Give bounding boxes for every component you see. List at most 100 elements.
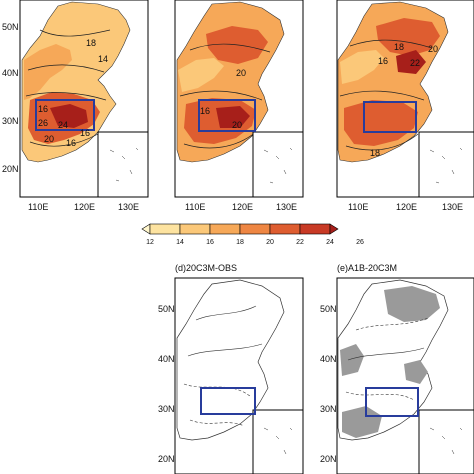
- panel-b-lon-label: 110E: [185, 202, 205, 212]
- panel-b-contour-1: [189, 43, 271, 53]
- panel-d-inset-islands: [263, 427, 293, 455]
- colorbar-right-arrow: [329, 223, 339, 235]
- panel-a-contour-label: 16: [80, 128, 90, 138]
- panel-e-lat-label: 30N: [320, 404, 337, 414]
- panel-b-contour-3: [183, 131, 257, 149]
- panel-a: 18 14 16 26 16 20 24 16 50N 40N 30N 20N …: [2, 0, 149, 212]
- panel-a-lon-label: 110E: [28, 202, 48, 212]
- panel-e-inset-islands: [429, 427, 463, 455]
- colorbar-segment: [149, 223, 181, 235]
- panel-e-shaded-north: [384, 286, 440, 322]
- panel-a-lat-label: 30N: [2, 116, 19, 126]
- colorbar-tick-label: 20: [266, 239, 274, 246]
- panel-a-inset-map: [97, 131, 148, 197]
- panel-d-contour-4: [189, 419, 245, 427]
- panel-b: 20 16 20 110E 120E 130E: [174, 0, 304, 212]
- panel-b-contour-label: 16: [200, 106, 210, 116]
- panel-a-contour-label: 18: [86, 38, 96, 48]
- panel-a-contour-label: 20: [44, 134, 54, 144]
- panel-e-inset-map: [418, 409, 474, 474]
- panel-c-contour-label: 22: [410, 58, 420, 68]
- panel-e-shaded-west: [340, 344, 364, 376]
- panel-e-title: (e)A1B-20C3M: [337, 263, 397, 273]
- panel-c-inset-map: [418, 131, 474, 197]
- colorbar-left-arrow: [141, 223, 151, 235]
- colorbar-tick-label: 12: [146, 239, 154, 246]
- panel-a-lat-label: 40N: [2, 68, 19, 78]
- panel-b-region-box: [198, 99, 256, 132]
- panel-c-contour-3: [345, 133, 419, 151]
- colorbar-segment: [269, 223, 301, 235]
- panel-a-lon-label: 120E: [74, 202, 95, 212]
- panel-e-shaded-south: [342, 406, 382, 438]
- panel-e: (e)A1B-20C3M 50N 40N 30N 20N: [320, 263, 474, 474]
- panel-e-region-box: [365, 387, 419, 417]
- panel-b-lon-label: 130E: [276, 202, 297, 212]
- colorbar-tick-label: 26: [356, 239, 364, 246]
- panel-d-lat-label: 50N: [158, 304, 175, 314]
- panel-d-inset-map: [252, 409, 304, 474]
- panel-c-north-hottest: [396, 50, 426, 74]
- panel-a-contour-4: [29, 133, 99, 147]
- colorbar-tick-label: 18: [236, 239, 244, 246]
- panel-a-lat-label: 50N: [2, 22, 19, 32]
- panel-a-frame: [19, 0, 149, 198]
- panel-d-contour-3: [183, 383, 251, 397]
- panel-b-lon-label: 120E: [232, 202, 253, 212]
- panel-b-inset-map: [252, 131, 303, 197]
- panel-c-cool-zone: [340, 50, 384, 84]
- panel-d-contour-1: [195, 305, 257, 321]
- panel-d-region-box: [200, 387, 256, 415]
- panel-a-contour-1: [39, 29, 111, 37]
- panel-b-contour-label: 20: [232, 120, 242, 130]
- colorbar-segment: [299, 223, 331, 235]
- panel-a-contour-label: 26: [38, 118, 48, 128]
- panel-e-shaded-east: [404, 360, 428, 384]
- colorbar-segment: [179, 223, 211, 235]
- panel-c-region-box: [363, 101, 417, 133]
- panel-e-contour-2: [347, 347, 425, 361]
- panel-a-contour-2: [27, 64, 105, 73]
- panel-e-lat-label: 50N: [320, 304, 337, 314]
- panel-d-lat-label: 40N: [158, 354, 175, 364]
- panel-a-hottest-zone: [50, 104, 88, 128]
- panel-a-contour-label: 16: [66, 138, 76, 148]
- panel-d-contour-2: [187, 343, 263, 357]
- panel-c-lon-label: 130E: [442, 202, 463, 212]
- panel-c-contour-label: 18: [370, 148, 380, 158]
- panel-a-contour-label: 16: [38, 104, 48, 114]
- panel-c-contour-label: 20: [428, 44, 438, 54]
- panel-a-inset-islands: [109, 147, 139, 182]
- colorbar-tick-label: 24: [326, 239, 334, 246]
- panel-c-frame: [336, 0, 474, 198]
- panel-c-contour-2: [339, 90, 425, 101]
- panel-b-hottest-zone: [216, 106, 250, 128]
- panel-a-lon-label: 130E: [118, 202, 139, 212]
- panel-c-hot-zone: [376, 18, 440, 56]
- colorbar-segment: [209, 223, 241, 235]
- colorbar-segment: [239, 223, 271, 235]
- panel-c-contour-label: 16: [378, 56, 388, 66]
- panel-c-south-hot-zone: [344, 100, 418, 146]
- panel-d: (d)20C3M-OBS 50N 40N 30N 20N: [158, 263, 304, 474]
- panel-e-lat-label: 40N: [320, 354, 337, 364]
- panel-b-contour-label: 20: [236, 68, 246, 78]
- colorbar-tick-label: 14: [176, 239, 184, 246]
- panel-a-contour-3: [25, 92, 107, 101]
- panel-b-contour-2: [179, 90, 263, 101]
- panel-d-lat-label: 20N: [158, 454, 175, 464]
- panel-c-lon-label: 110E: [348, 202, 368, 212]
- colorbar-tick-label: 16: [206, 239, 214, 246]
- panel-c-contour-label: 18: [394, 42, 404, 52]
- panel-c-contour-1: [349, 39, 433, 49]
- panel-b-frame: [174, 0, 304, 198]
- panel-e-contour-3: [345, 391, 415, 401]
- colorbar: 12 14 16 18 20 22 24 26: [141, 223, 364, 246]
- panel-a-contour-label: 14: [98, 54, 108, 64]
- panel-a-lat-label: 20N: [2, 164, 19, 174]
- panel-c: 18 20 16 22 18 110E 120E 130E: [336, 0, 474, 212]
- panel-d-lat-label: 30N: [158, 404, 175, 414]
- panel-d-title: (d)20C3M-OBS: [175, 263, 237, 273]
- panel-b-cool-zone: [178, 58, 224, 92]
